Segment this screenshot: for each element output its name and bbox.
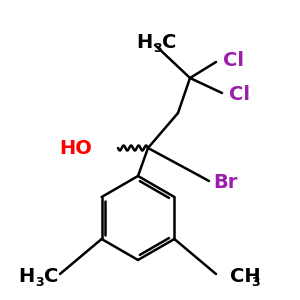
Text: HO: HO <box>60 139 92 158</box>
Text: 3: 3 <box>35 275 44 289</box>
Text: CH: CH <box>230 266 261 286</box>
Text: C: C <box>162 34 176 52</box>
Text: Cl: Cl <box>223 50 244 70</box>
Text: H: H <box>19 266 35 286</box>
Text: C: C <box>44 266 58 286</box>
Text: 3: 3 <box>251 275 260 289</box>
Text: 3: 3 <box>153 43 162 56</box>
Text: Cl: Cl <box>229 85 250 104</box>
Text: H: H <box>137 34 153 52</box>
Text: Br: Br <box>213 173 237 193</box>
